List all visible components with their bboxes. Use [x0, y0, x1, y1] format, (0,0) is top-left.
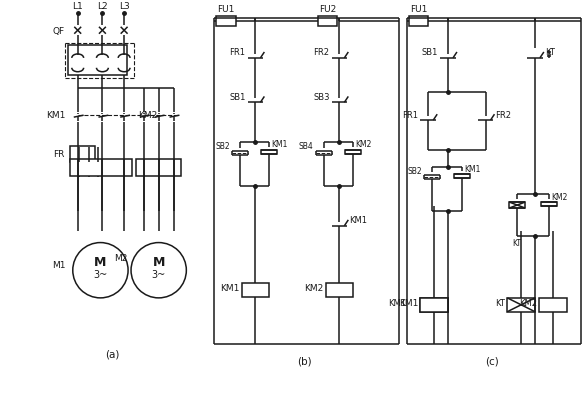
Bar: [68, 45, 127, 75]
Bar: [420, 298, 448, 312]
Bar: [541, 202, 556, 206]
Text: KM1: KM1: [220, 284, 239, 294]
Bar: [539, 298, 566, 312]
Text: KM2: KM2: [551, 193, 567, 202]
Text: KT: KT: [512, 239, 522, 248]
Text: KT: KT: [495, 299, 505, 308]
Text: SB1: SB1: [230, 93, 245, 102]
Bar: [70, 159, 132, 176]
Bar: [420, 298, 448, 312]
Text: KM2: KM2: [305, 284, 323, 294]
Text: SB2: SB2: [408, 167, 423, 176]
Text: FR2: FR2: [313, 48, 329, 58]
Text: SB2: SB2: [215, 142, 230, 151]
Bar: [261, 150, 277, 154]
Text: KM2: KM2: [519, 299, 537, 308]
Bar: [216, 16, 236, 26]
Text: FR1: FR1: [230, 48, 245, 58]
Text: M2: M2: [114, 254, 127, 263]
Text: SB4: SB4: [299, 142, 313, 151]
Bar: [326, 283, 353, 297]
Text: KM2: KM2: [355, 140, 372, 149]
Bar: [70, 146, 96, 162]
Bar: [345, 150, 361, 154]
Text: KM1: KM1: [271, 140, 288, 149]
Text: M1: M1: [52, 261, 66, 270]
Text: L3: L3: [119, 2, 130, 11]
Text: 3~: 3~: [151, 270, 166, 280]
Bar: [318, 16, 338, 26]
Text: KM2: KM2: [138, 111, 157, 120]
Text: 3~: 3~: [93, 270, 107, 280]
Text: L1: L1: [72, 2, 83, 11]
Text: KM1: KM1: [389, 299, 407, 308]
Circle shape: [131, 242, 186, 298]
Text: FU1: FU1: [217, 5, 235, 14]
Bar: [510, 202, 525, 208]
Bar: [454, 174, 470, 178]
Text: FR1: FR1: [403, 111, 419, 120]
Text: (c): (c): [485, 356, 500, 366]
Text: KM1: KM1: [399, 299, 419, 308]
Text: FR2: FR2: [495, 111, 511, 120]
Text: FR: FR: [53, 150, 65, 159]
Text: (a): (a): [105, 349, 120, 359]
Text: M: M: [153, 256, 165, 269]
Bar: [136, 159, 181, 176]
Text: FU2: FU2: [319, 5, 336, 14]
Text: KM1: KM1: [349, 216, 367, 225]
Text: FU1: FU1: [410, 5, 427, 14]
Text: L2: L2: [97, 2, 108, 11]
Text: KM1: KM1: [464, 165, 480, 174]
Bar: [507, 298, 535, 312]
Text: SB3: SB3: [313, 93, 329, 102]
Text: KM1: KM1: [46, 111, 66, 120]
Bar: [242, 283, 269, 297]
Text: KT: KT: [545, 48, 555, 58]
Text: QF: QF: [53, 27, 65, 36]
Circle shape: [73, 242, 128, 298]
Bar: [409, 16, 429, 26]
Text: (b): (b): [298, 356, 312, 366]
Text: SB1: SB1: [422, 48, 438, 58]
Text: M: M: [95, 256, 107, 269]
